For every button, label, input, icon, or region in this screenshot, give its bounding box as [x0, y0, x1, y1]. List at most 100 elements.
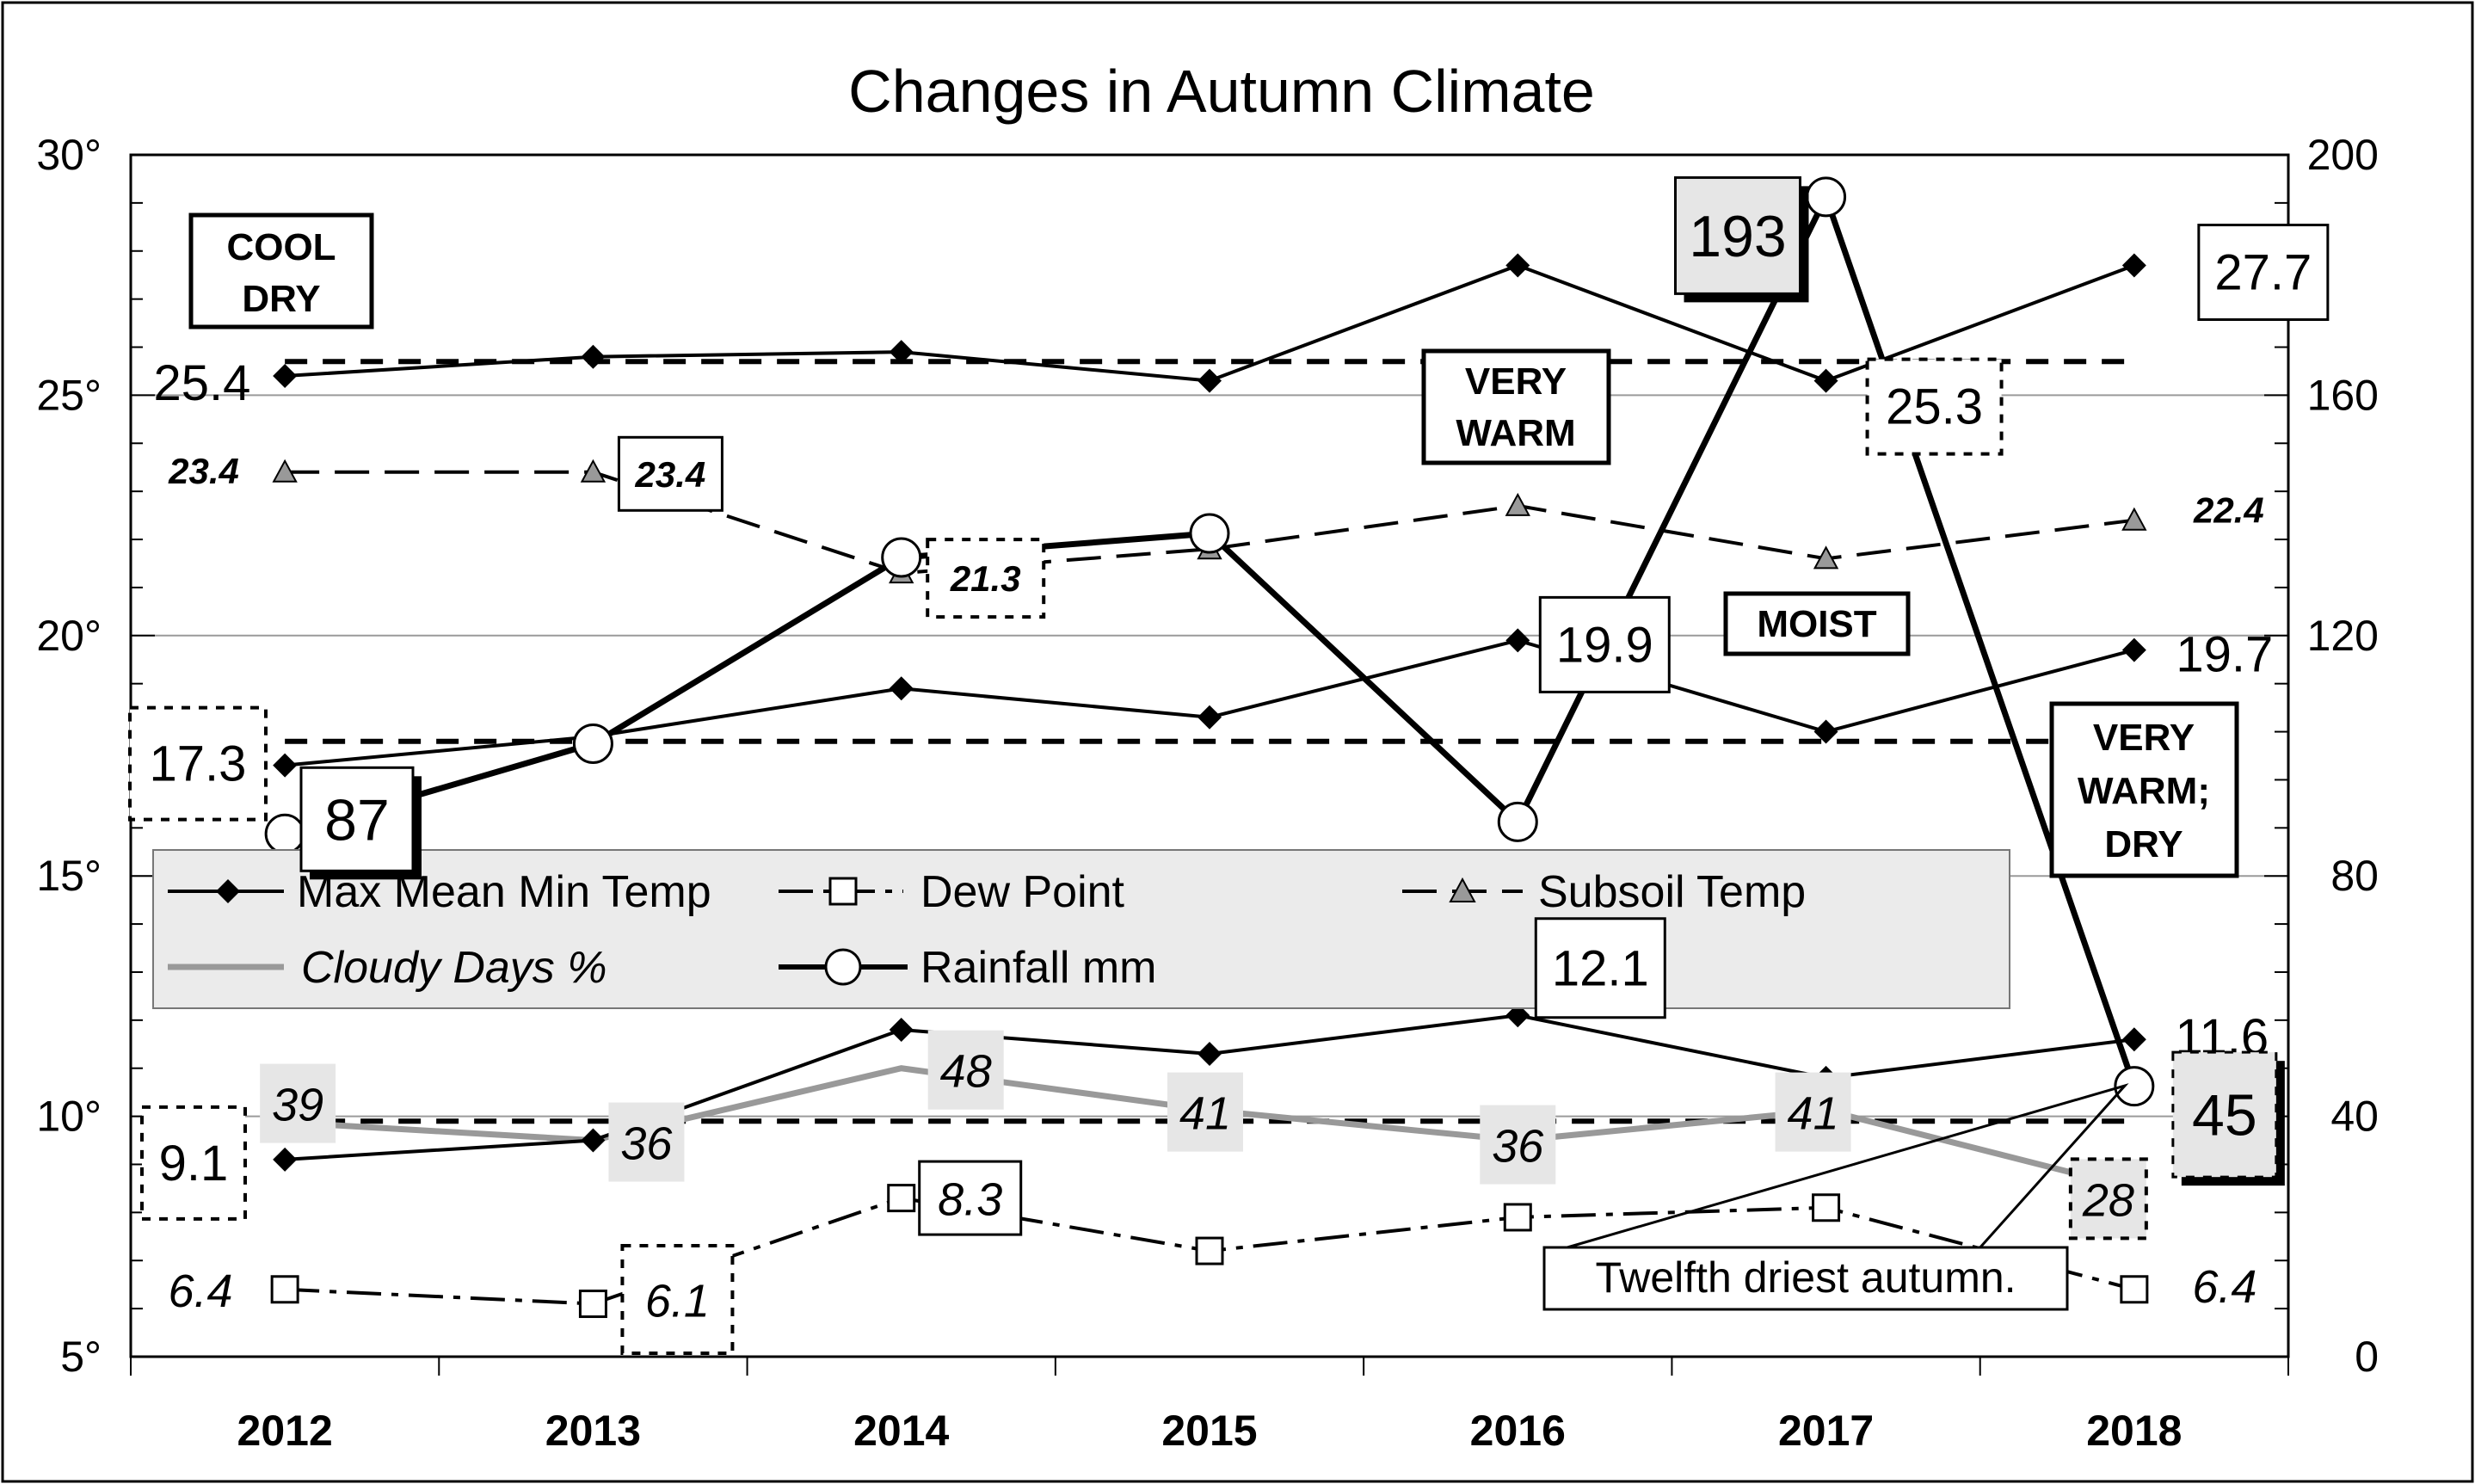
svg-text:12.1: 12.1 — [1552, 940, 1649, 996]
dew-label-2014: 8.3 — [918, 1160, 1023, 1236]
x-tick-label: 2012 — [237, 1407, 333, 1455]
rainfall-marker — [1189, 513, 1230, 554]
legend-entry-max-mean-min: Max Mean Min Temp — [168, 867, 711, 917]
legend: Max Mean Min Temp Dew Point Subsoil Temp… — [152, 849, 2010, 1009]
svg-text:8.3: 8.3 — [938, 1174, 1002, 1226]
y-right-tick-label: 160 — [2307, 371, 2379, 419]
note-moist: MOIST — [1723, 591, 1911, 656]
dew-point-marker — [1195, 1236, 1224, 1265]
dew-point-marker — [270, 1275, 299, 1304]
y-left-tick-label: 20° — [36, 612, 102, 660]
svg-text:193: 193 — [1689, 204, 1786, 269]
max-temp-marker — [581, 344, 606, 369]
cloudy-label-2015: 41 — [1167, 1072, 1243, 1152]
y-right-tick-label: 40 — [2330, 1093, 2379, 1141]
callout-box — [1542, 1246, 2069, 1311]
dew-point-marker — [578, 1290, 607, 1319]
max-temp-marker — [1197, 368, 1222, 393]
cloudy-label-2017: 41 — [1775, 1072, 1851, 1152]
mean-temp-label-2012: 17.3 — [128, 705, 268, 822]
svg-text:27.7: 27.7 — [2214, 245, 2312, 301]
max-temp-label-2012: 25.4 — [154, 355, 251, 411]
svg-text:25.4: 25.4 — [154, 355, 251, 411]
legend-label-dew: Dew Point — [920, 867, 1125, 917]
mean-temp-marker — [1505, 628, 1530, 653]
legend-entry-subsoil: Subsoil Temp — [1402, 867, 1806, 917]
min-temp-marker — [2121, 1027, 2146, 1052]
min-temp-marker — [1197, 1041, 1222, 1066]
x-tick-label: 2013 — [545, 1407, 641, 1455]
cloudy-label-2014: 48 — [927, 1030, 1004, 1110]
subsoil-temp-marker — [272, 459, 298, 483]
svg-text:17.3: 17.3 — [150, 736, 247, 792]
rainfall-marker — [2114, 1066, 2155, 1107]
min-temp-marker — [1505, 1003, 1530, 1028]
svg-text:WARM;: WARM; — [2078, 770, 2210, 812]
legend-label-subsoil: Subsoil Temp — [1538, 867, 1806, 917]
y-left-tick-label: 30° — [36, 131, 102, 179]
legend-label-cloudy: Cloudy Days % — [301, 943, 606, 993]
svg-text:MOIST: MOIST — [1757, 603, 1876, 645]
min-temp-marker — [889, 1018, 914, 1043]
subsoil-temp-marker — [2121, 507, 2147, 531]
svg-text:23.4: 23.4 — [635, 454, 706, 495]
max-temp-marker — [1505, 253, 1530, 278]
x-tick-label: 2014 — [853, 1407, 949, 1455]
svg-text:WARM: WARM — [1456, 412, 1575, 454]
rainfall-marker — [881, 537, 922, 578]
svg-text:41: 41 — [1788, 1088, 1839, 1140]
y-right-tick-label: 80 — [2330, 852, 2379, 900]
legend-entry-dew-point: Dew Point — [779, 867, 1125, 917]
svg-text:6.4: 6.4 — [2192, 1261, 2256, 1313]
y-right-tick-label: 200 — [2307, 131, 2379, 179]
subsoil-label-2013: 23.4 — [617, 435, 723, 512]
rainfall-marker — [1497, 801, 1538, 842]
svg-text:DRY: DRY — [2104, 823, 2183, 865]
svg-text:39: 39 — [272, 1080, 323, 1131]
cloudy-label-2012: 39 — [260, 1063, 336, 1143]
max-temp-marker — [273, 364, 298, 389]
axes: 5° 10° 15° 20° 25° 30° 0 40 80 120 160 200 2012 2013 2… — [36, 131, 2379, 1455]
legend-triangle-marker — [1449, 877, 1476, 902]
min-temp-marker — [581, 1128, 606, 1153]
note-cool-dry: COOL DRY — [188, 212, 374, 329]
legend-diamond-marker — [216, 879, 240, 903]
mean-temp-label-2016: 19.9 — [1538, 595, 1671, 693]
rainfall-marker — [1806, 176, 1847, 218]
rain-label-2017: 193 — [1674, 175, 1809, 303]
y-left-tick-label: 25° — [36, 371, 102, 419]
y-right-tick-label: 0 — [2355, 1333, 2379, 1381]
mean-temp-marker — [889, 676, 914, 701]
svg-text:36: 36 — [1492, 1121, 1544, 1173]
svg-text:VERY: VERY — [1465, 360, 1567, 403]
subsoil-label-2012: 23.4 — [168, 451, 239, 491]
subsoil-label-2018: 22.4 — [2193, 490, 2264, 531]
svg-text:9.1: 9.1 — [159, 1136, 229, 1192]
svg-text:23.4: 23.4 — [168, 451, 239, 491]
svg-text:25.3: 25.3 — [1886, 379, 1983, 435]
min-temp-marker — [273, 1147, 298, 1172]
cloudy-label-2018: 28 — [2068, 1157, 2148, 1241]
rain-label-2018: 45 — [2171, 1050, 2285, 1186]
legend-circle-marker — [824, 948, 862, 986]
svg-text:COOL: COOL — [226, 226, 336, 268]
rainfall-marker — [572, 724, 613, 765]
y-left-tick-label: 15° — [36, 852, 102, 900]
svg-text:22.4: 22.4 — [2193, 490, 2264, 531]
y-left-tick-label: 10° — [36, 1093, 102, 1141]
annotation-twelfth-driest: Twelfth driest autumn. — [1542, 1083, 2129, 1311]
svg-text:48: 48 — [940, 1046, 992, 1098]
svg-text:21.3: 21.3 — [950, 558, 1021, 599]
dew-point-marker — [887, 1184, 916, 1213]
cloudy-label-2016: 36 — [1480, 1105, 1556, 1185]
min-temp-label-2016: 12.1 — [1534, 917, 1666, 1019]
x-tick-label: 2016 — [1470, 1407, 1566, 1455]
svg-text:41: 41 — [1179, 1088, 1231, 1140]
note-very-warm-dry: VERY WARM; DRY — [2049, 701, 2239, 878]
dew-label-2018: 6.4 — [2192, 1261, 2256, 1313]
svg-text:19.9: 19.9 — [1556, 617, 1653, 673]
cloudy-label-2013: 36 — [608, 1102, 685, 1182]
dew-label-2012: 6.4 — [168, 1265, 232, 1317]
chart-title: Changes in Autumn Climate — [848, 58, 1595, 125]
